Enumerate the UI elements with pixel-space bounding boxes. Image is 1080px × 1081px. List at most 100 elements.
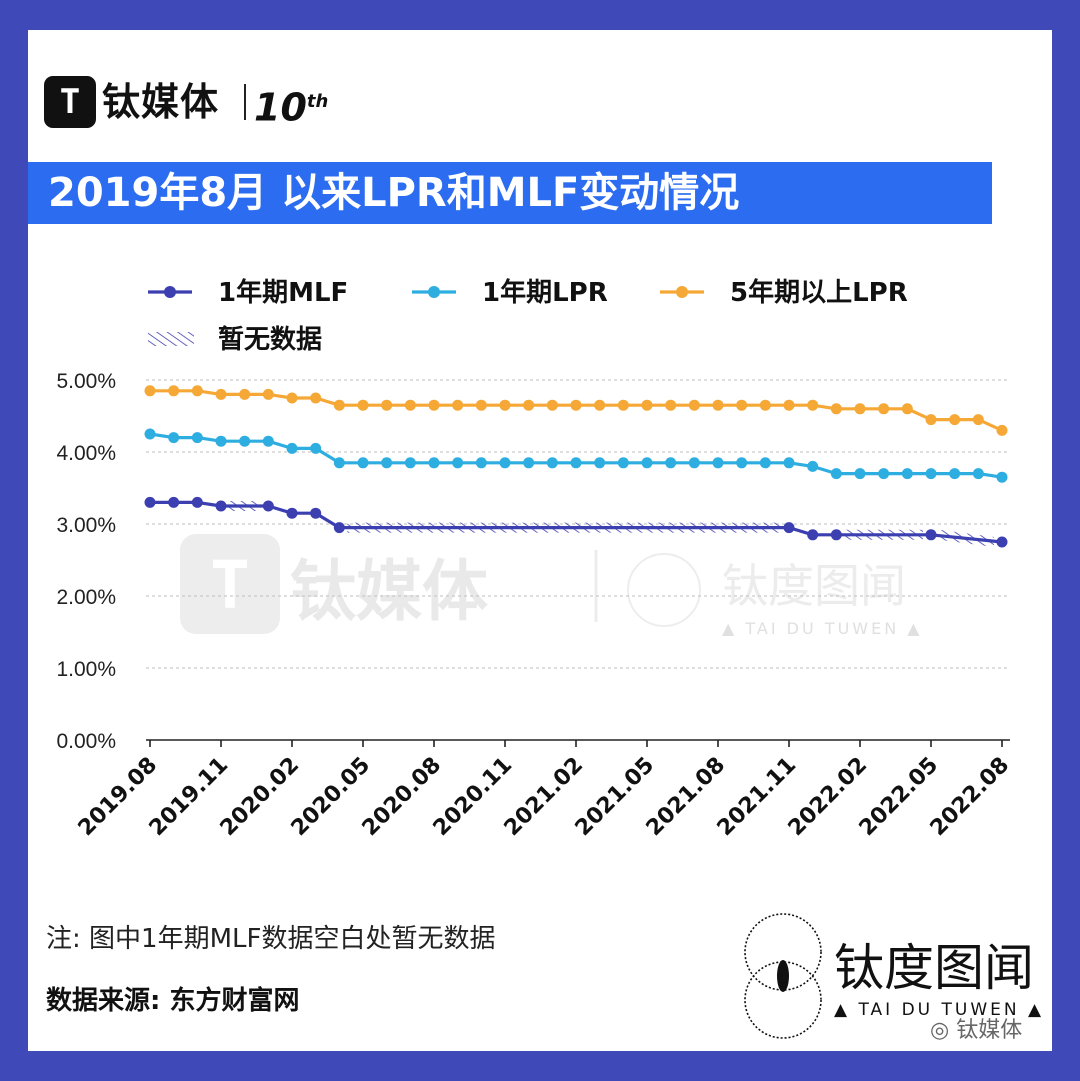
- data-point: [972, 468, 984, 480]
- chart-card: T 钛媒体 10th 2019年8月 以来LPR和MLF变动情况 T 钛媒体 钛…: [28, 30, 1052, 1051]
- legend: 1年期MLF 1年期LPR 5年期以上LPR 暂无数据: [148, 277, 908, 355]
- data-point: [594, 399, 606, 411]
- brand-name-en: ▲ TAI DU TUWEN ▲: [834, 1000, 1045, 1020]
- legend-label: 1年期MLF: [218, 277, 348, 308]
- y-tick-label: 3.00%: [56, 514, 116, 537]
- data-point: [404, 399, 416, 411]
- data-point: [925, 529, 937, 541]
- tmtpost-logo-icon: T: [44, 76, 96, 128]
- page-title: 2019年8月 以来LPR和MLF变动情况: [48, 170, 740, 216]
- data-point: [191, 496, 203, 508]
- data-point: [996, 424, 1008, 436]
- anniversary-badge: 10th: [254, 76, 329, 130]
- series-segment: [930, 533, 1003, 544]
- data-point: [428, 457, 440, 469]
- legend-marker: [428, 286, 440, 298]
- data-point: [736, 399, 748, 411]
- data-point: [665, 457, 677, 469]
- data-point: [546, 457, 558, 469]
- data-point: [286, 507, 298, 519]
- data-point: [452, 399, 464, 411]
- data-point: [333, 399, 345, 411]
- data-point: [712, 399, 724, 411]
- watermark-eye-icon: [627, 553, 701, 627]
- data-point: [901, 403, 913, 415]
- data-point: [523, 399, 535, 411]
- data-point: [404, 457, 416, 469]
- data-point: [144, 496, 156, 508]
- data-point: [262, 500, 274, 512]
- watermark-brand-alt-en: ▲ TAI DU TUWEN ▲: [722, 619, 923, 638]
- data-point: [759, 457, 771, 469]
- legend-item-no-data: 暂无数据: [148, 324, 322, 355]
- data-point: [688, 399, 700, 411]
- data-point: [972, 414, 984, 426]
- data-point: [878, 403, 890, 415]
- data-point: [949, 414, 961, 426]
- legend-hatch-swatch: [148, 332, 194, 346]
- series-1: [144, 496, 1008, 548]
- data-point: [523, 457, 535, 469]
- data-point: [333, 457, 345, 469]
- data-point: [641, 457, 653, 469]
- data-point: [215, 388, 227, 400]
- brand-block: 钛度图闻 ▲ TAI DU TUWEN ▲: [738, 910, 1041, 1040]
- y-tick-label: 0.00%: [56, 730, 116, 753]
- data-point: [499, 457, 511, 469]
- data-point: [854, 403, 866, 415]
- data-point: [262, 388, 274, 400]
- data-point: [878, 468, 890, 480]
- watermark-brand-alt: 钛度图闻: [722, 559, 906, 613]
- x-tick-label: 2022.08: [926, 753, 1015, 842]
- series-2: [144, 428, 1008, 483]
- data-point: [357, 399, 369, 411]
- legend-label: 1年期LPR: [482, 277, 608, 308]
- data-point: [286, 442, 298, 454]
- anniversary-suffix: th: [306, 91, 329, 112]
- data-point: [191, 385, 203, 397]
- eye-logo-icon: [744, 913, 822, 1039]
- data-point: [215, 500, 227, 512]
- logo-divider: [244, 84, 246, 120]
- watermark-logo-icon: [180, 534, 280, 634]
- data-point: [144, 428, 156, 440]
- data-point: [310, 507, 322, 519]
- legend-item: 1年期MLF: [148, 277, 348, 308]
- data-point: [901, 468, 913, 480]
- data-point: [949, 468, 961, 480]
- data-point: [783, 522, 795, 534]
- y-tick-label: 4.00%: [56, 442, 116, 465]
- legend-marker: [164, 286, 176, 298]
- data-point: [191, 432, 203, 444]
- data-source: 数据来源: 东方财富网: [46, 986, 300, 1016]
- data-point: [333, 522, 345, 534]
- data-point: [830, 403, 842, 415]
- data-point: [428, 399, 440, 411]
- data-point: [262, 435, 274, 447]
- legend-item: 1年期LPR: [412, 277, 608, 308]
- data-point: [617, 457, 629, 469]
- data-point: [570, 457, 582, 469]
- data-point: [310, 442, 322, 454]
- data-point: [168, 385, 180, 397]
- data-point: [925, 414, 937, 426]
- data-point: [286, 392, 298, 404]
- data-point: [712, 457, 724, 469]
- data-point: [239, 435, 251, 447]
- data-point: [310, 392, 322, 404]
- data-point: [854, 468, 866, 480]
- data-point: [144, 385, 156, 397]
- watermark-logo-letter: T: [210, 547, 250, 624]
- series-3: [144, 385, 1008, 436]
- y-tick-label: 5.00%: [56, 370, 116, 393]
- data-point: [996, 536, 1008, 548]
- watermark: T 钛媒体 钛度图闻 ▲ TAI DU TUWEN ▲: [180, 534, 923, 638]
- data-point: [783, 457, 795, 469]
- data-point: [475, 457, 487, 469]
- data-point: [546, 399, 558, 411]
- data-point: [594, 457, 606, 469]
- title-banner: 2019年8月 以来LPR和MLF变动情况: [28, 162, 992, 224]
- brand-name: 钛度图闻: [834, 939, 1034, 997]
- data-point: [807, 460, 819, 472]
- data-point: [641, 399, 653, 411]
